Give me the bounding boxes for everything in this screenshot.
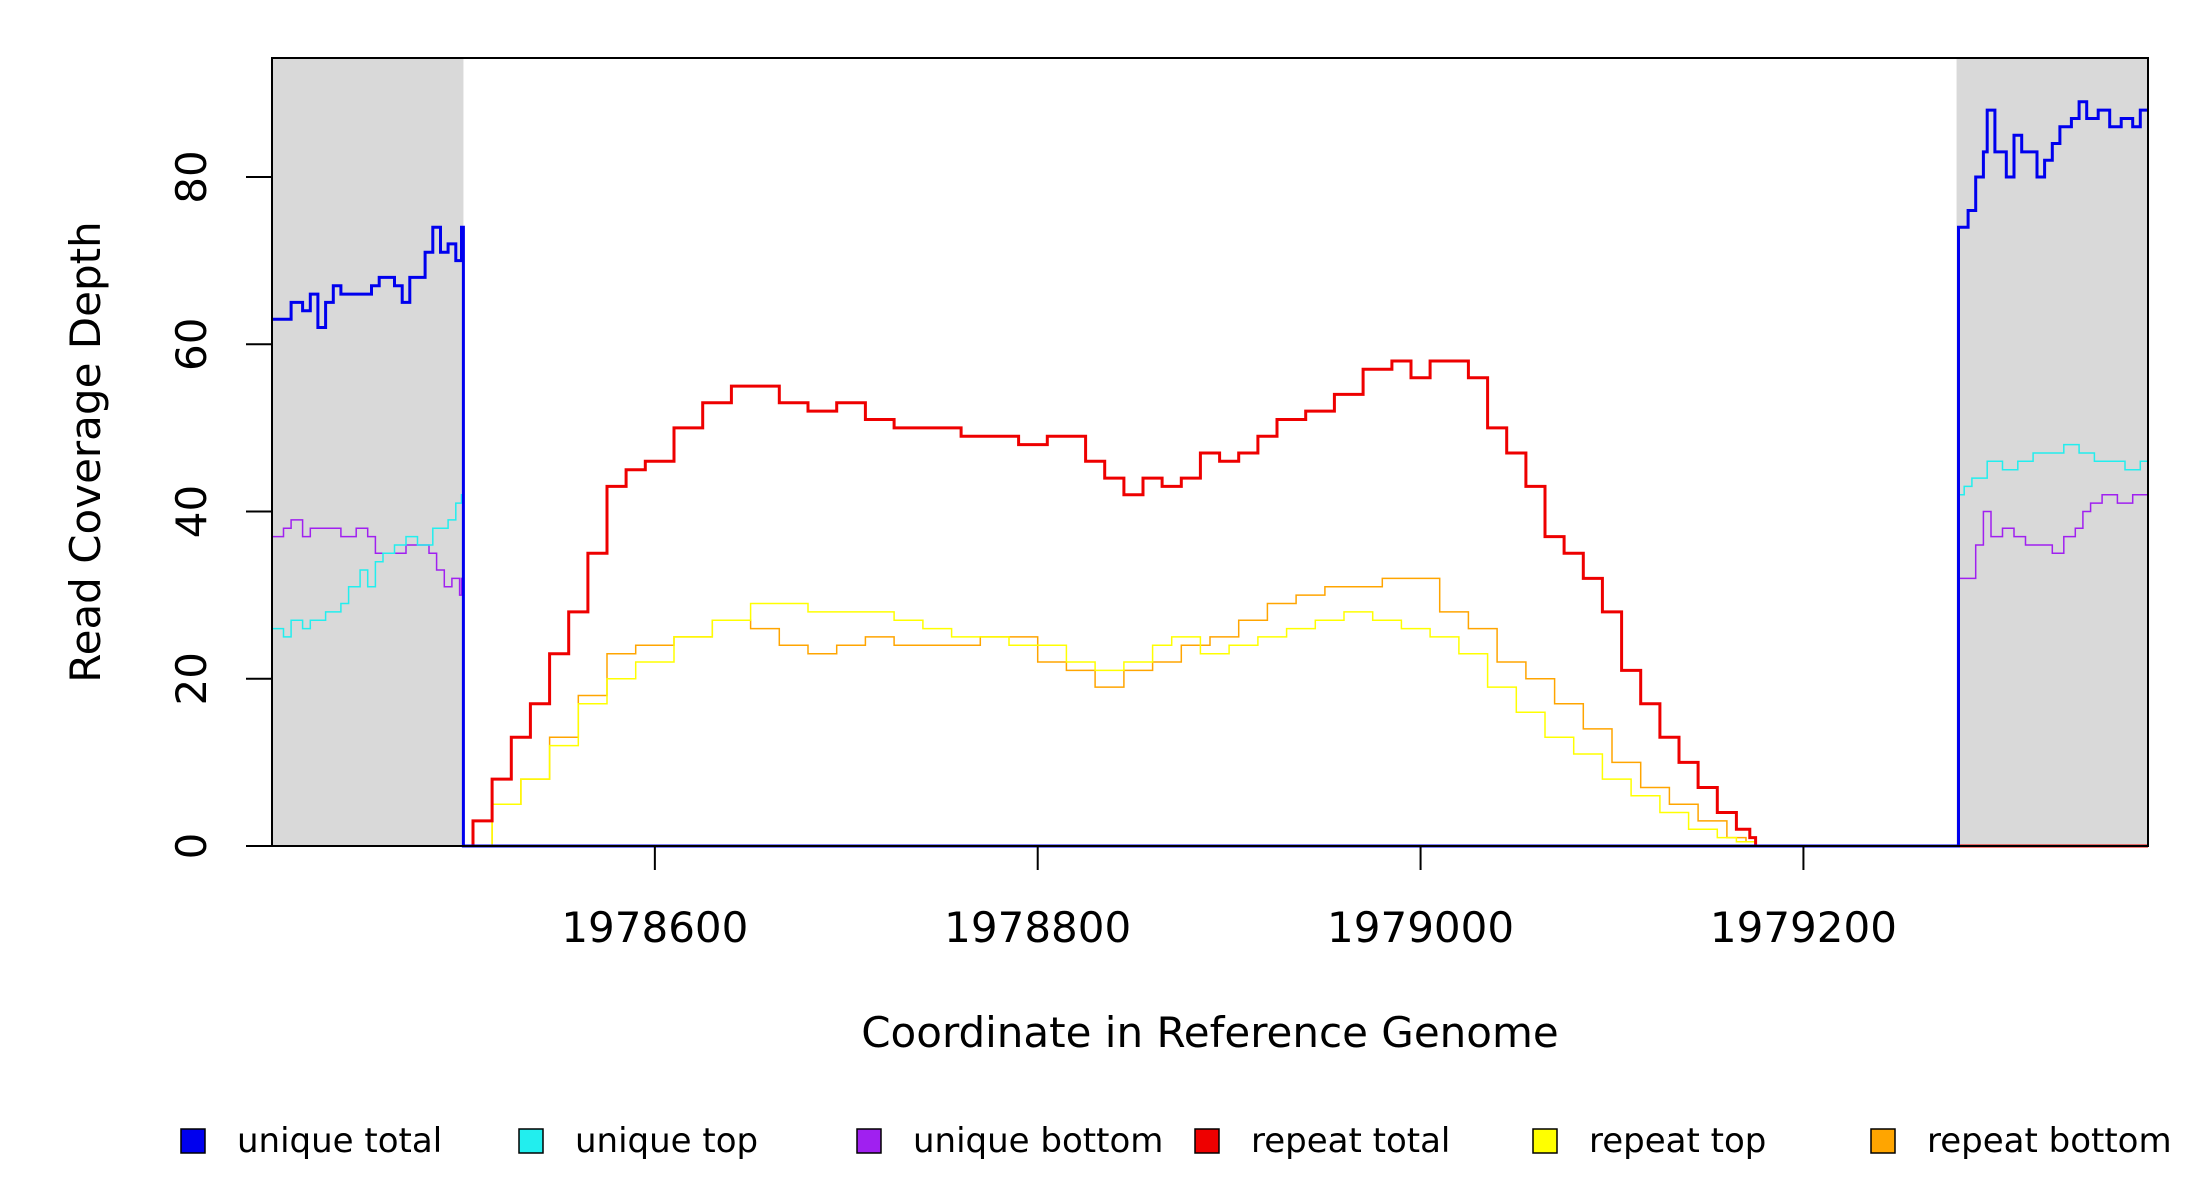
y-axis: 0 20 40 60 80 [167,150,273,860]
y-tick-label: 0 [167,833,216,860]
shaded-region-0 [272,58,464,846]
shaded-regions [272,58,2148,846]
legend-label: repeat bottom [1927,1121,2172,1161]
legend-label: unique total [237,1121,442,1161]
legend-item-unique-bottom: unique bottom [856,1121,1163,1161]
x-axis-label: Coordinate in Reference Genome [861,1008,1559,1057]
series-line-unique-top [272,443,2148,847]
legend-swatch [1870,1128,1896,1154]
series-line-repeat-top [463,602,2148,847]
shaded-region-1 [1956,58,2148,846]
series-line-unique-total [272,100,2148,848]
legend-item-unique-top: unique top [518,1121,758,1161]
x-tick-label: 1978800 [944,903,1131,952]
y-tick-label: 40 [167,485,216,538]
y-tick-label: 60 [167,318,216,371]
series-line-repeat-bottom [463,577,2148,847]
series-line-unique-bottom [272,494,2148,847]
legend-label: unique bottom [913,1121,1163,1161]
legend-swatch [518,1128,544,1154]
y-tick-label: 80 [167,150,216,203]
series-line-repeat-total [463,359,2148,848]
legend-swatch [1532,1128,1558,1154]
x-tick-label: 1979200 [1710,903,1897,952]
legend-label: repeat total [1251,1121,1450,1161]
legend-swatch [1194,1128,1220,1154]
legend-item-repeat-total: repeat total [1194,1121,1450,1161]
legend-label: repeat top [1589,1121,1766,1161]
legend-label: unique top [575,1121,758,1161]
x-tick-label: 1979000 [1327,903,1514,952]
legend-item-repeat-top: repeat top [1532,1121,1766,1161]
x-axis: 1978600 1978800 1979000 1979200 [561,845,1897,952]
x-tick-label: 1978600 [561,903,748,952]
y-axis-label: Read Coverage Depth [61,221,110,682]
legend-item-unique-total: unique total [180,1121,442,1161]
series-lines [272,100,2148,848]
y-tick-label: 20 [167,652,216,705]
legend: unique total unique top unique bottom repea… [180,1121,2172,1161]
legend-swatch [180,1128,206,1154]
legend-item-repeat-bottom: repeat bottom [1870,1121,2172,1161]
legend-swatch [856,1128,882,1154]
